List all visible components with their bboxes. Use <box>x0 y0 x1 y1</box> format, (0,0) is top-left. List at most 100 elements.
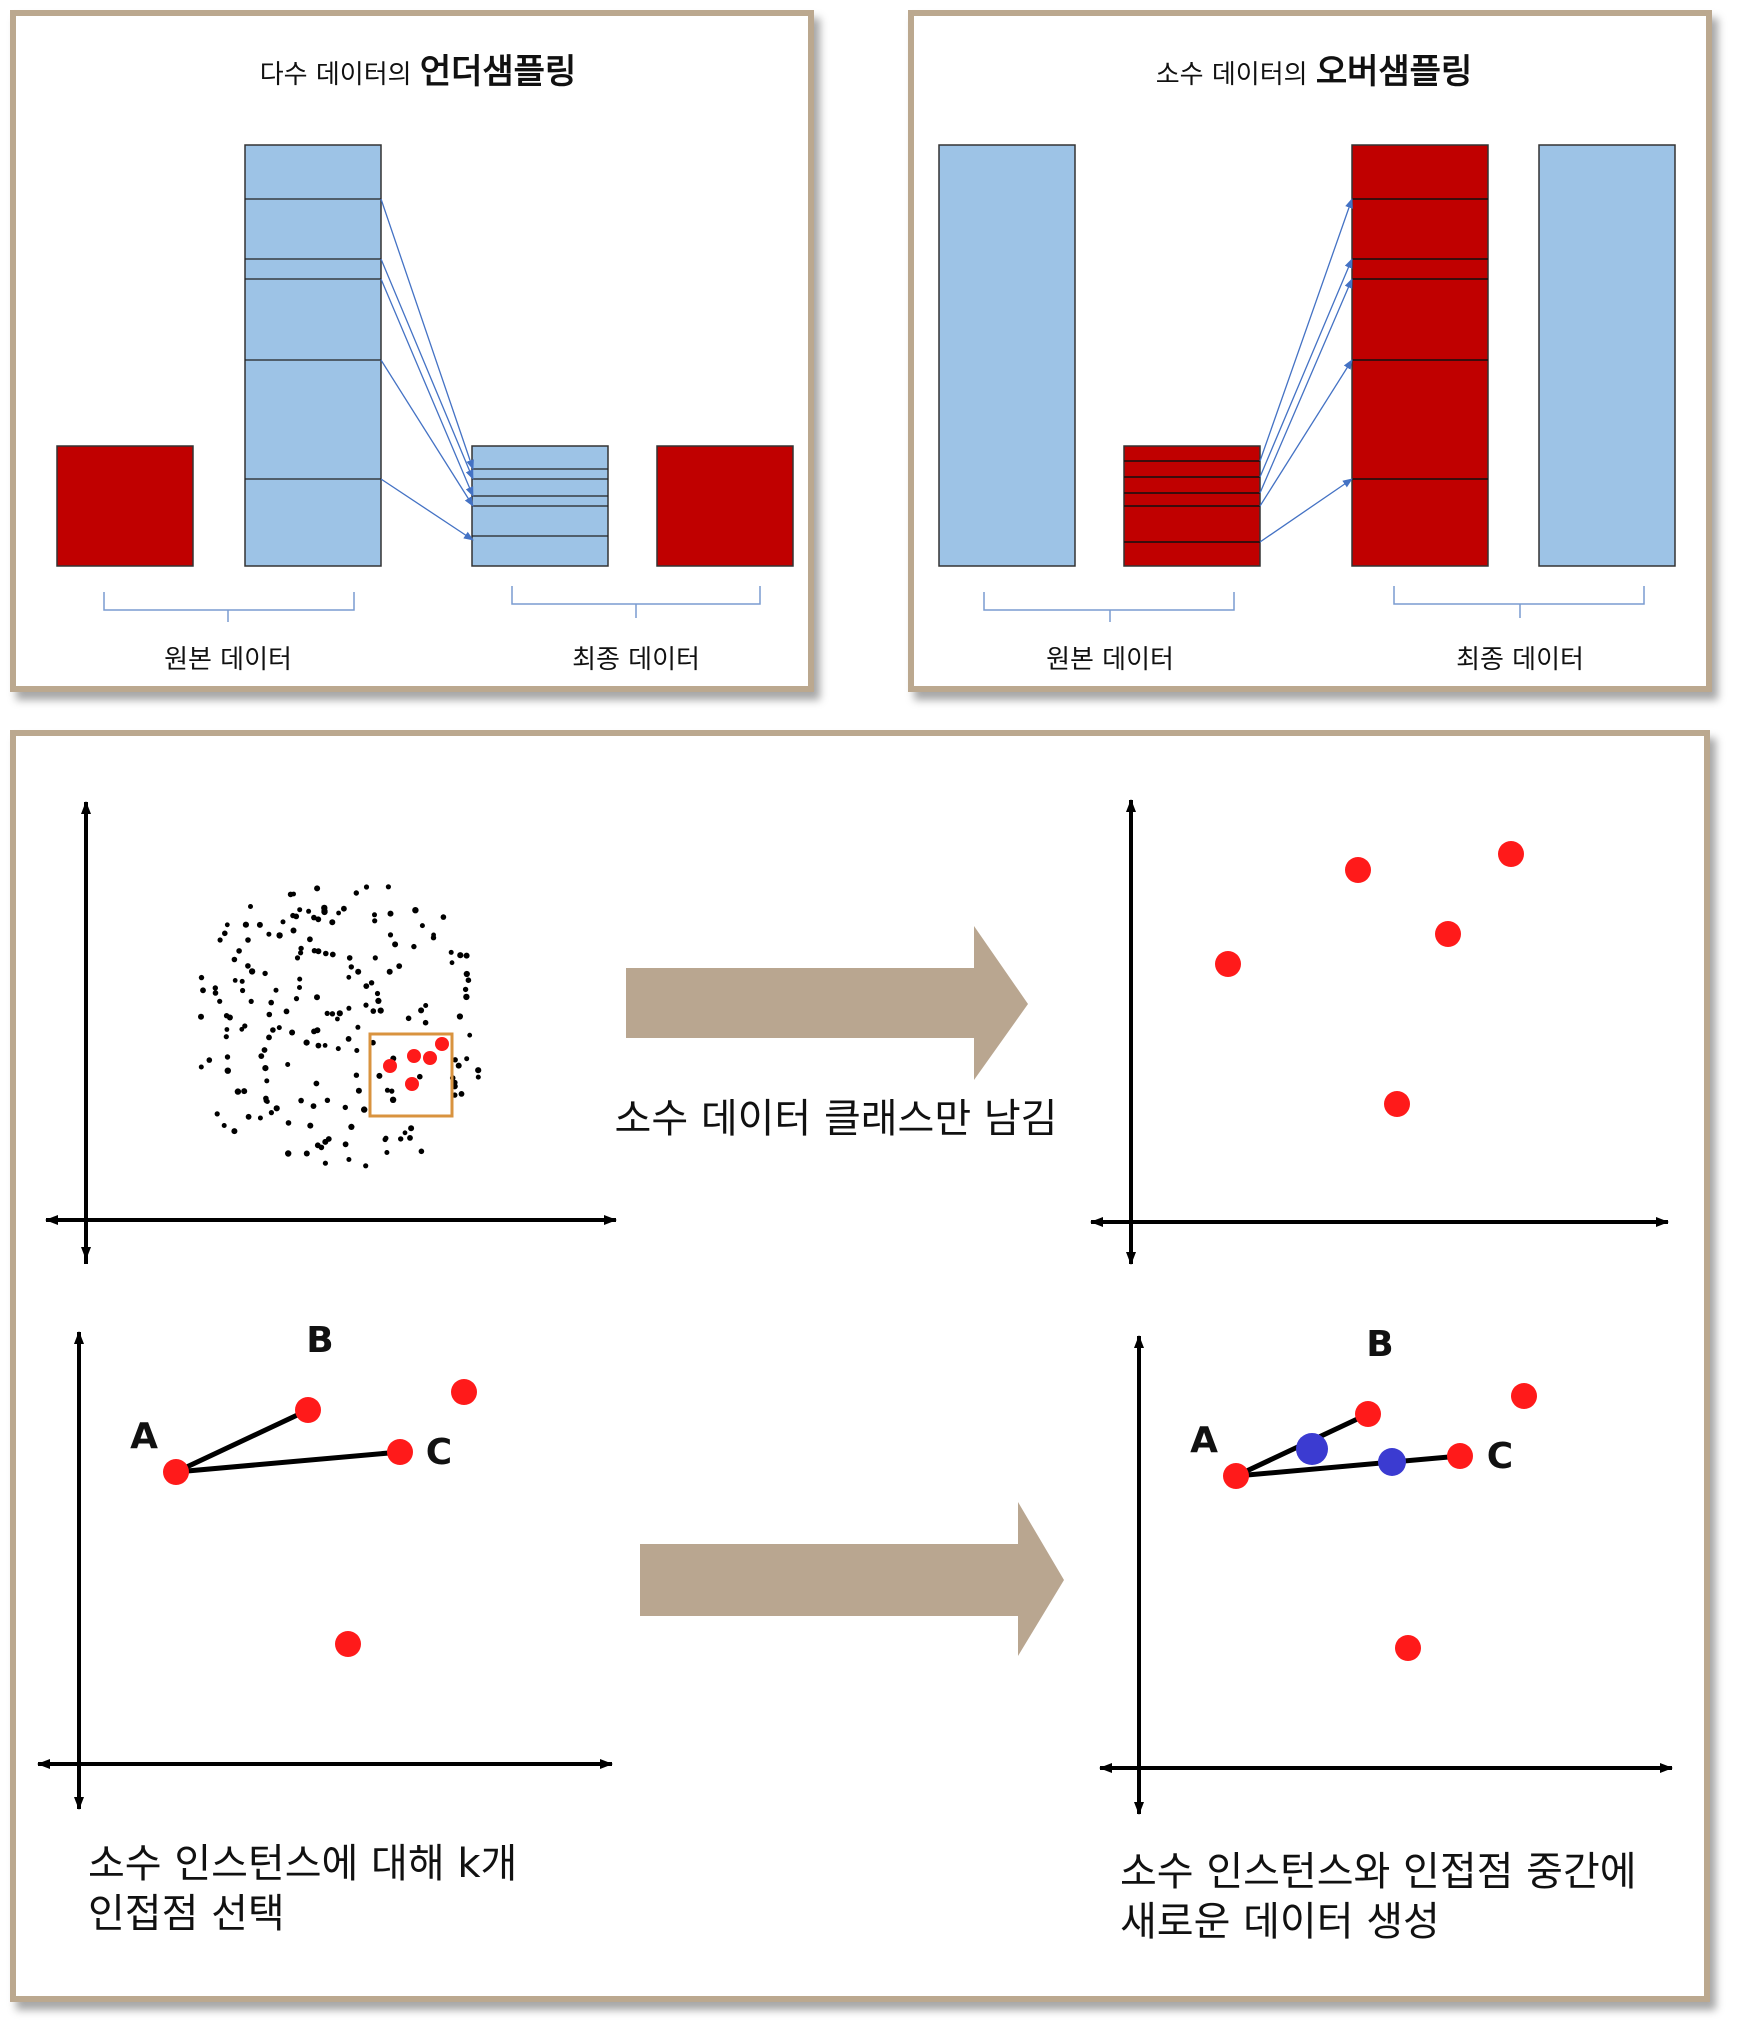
majority-point <box>335 1046 341 1052</box>
majority-point <box>294 955 301 961</box>
majority-point <box>313 1080 320 1087</box>
majority-point <box>408 1125 415 1132</box>
bracket-original <box>103 592 355 622</box>
majority-point <box>212 990 219 996</box>
majority-point <box>354 1048 360 1053</box>
majority-point <box>297 907 303 913</box>
majority-point <box>348 1123 355 1130</box>
majority-point <box>385 884 391 890</box>
minority-points-in-box <box>383 1037 449 1091</box>
majority-point <box>198 974 205 981</box>
majority-point <box>314 994 320 1001</box>
final-majority-bar <box>1538 144 1676 567</box>
majority-point <box>231 956 238 963</box>
majority-point <box>217 998 223 1004</box>
majority-point <box>346 955 353 961</box>
majority-point <box>375 997 382 1004</box>
majority-point <box>298 945 304 952</box>
majority-point <box>355 1024 361 1030</box>
majority-point <box>323 950 329 957</box>
majority-point <box>457 952 464 959</box>
label-original-data: 원본 데이터 <box>1046 645 1174 675</box>
majority-point <box>307 936 313 943</box>
majority-point <box>266 1011 273 1018</box>
majority-point <box>411 943 417 950</box>
majority-point <box>236 948 242 954</box>
majority-point <box>287 891 294 898</box>
undersampling-title: 다수 데이터의 언더샘플링 <box>260 52 576 92</box>
majority-point <box>463 993 470 1001</box>
point-label-a: A <box>130 1416 158 1457</box>
majority-point <box>412 907 419 914</box>
label-final-data: 최종 데이터 <box>1456 645 1584 675</box>
step-arrow-1 <box>626 926 1028 1080</box>
label-original-data: 원본 데이터 <box>164 645 292 675</box>
majority-point <box>285 1062 291 1067</box>
majority-point <box>263 1095 269 1102</box>
majority-point <box>342 1104 348 1111</box>
step-arrow-2 <box>640 1502 1064 1656</box>
majority-point <box>242 1023 248 1029</box>
majority-point <box>384 1150 390 1155</box>
majority-point <box>239 1026 245 1032</box>
majority-point <box>430 935 437 941</box>
plot-select-neighbors: A B C <box>37 1320 613 1810</box>
majority-point <box>224 1027 230 1032</box>
majority-point <box>389 1088 395 1094</box>
step1-caption: 소수 데이터 클래스만 남김 <box>615 1096 1058 1142</box>
majority-point <box>363 1163 369 1169</box>
majority-point <box>303 1150 310 1157</box>
majority-point <box>398 1136 404 1142</box>
majority-point <box>361 1106 368 1113</box>
original-minority-sample-lines <box>1124 460 1260 543</box>
majority-point <box>240 987 246 994</box>
majority-point <box>465 977 472 983</box>
majority-point <box>268 999 274 1006</box>
majority-point <box>346 974 352 980</box>
majority-point <box>248 904 253 909</box>
majority-point <box>475 1067 482 1074</box>
majority-point <box>248 998 254 1004</box>
synthetic-points <box>1296 1433 1406 1476</box>
majority-point <box>329 951 336 958</box>
step3-caption: 소수 인스턴스와 인접점 중간에 새로운 데이터 생성 <box>1120 1849 1637 1945</box>
majority-point <box>407 1135 413 1141</box>
majority-point <box>418 1007 425 1014</box>
majority-point <box>452 1057 458 1063</box>
majority-point <box>224 922 230 928</box>
majority-point <box>315 948 322 955</box>
majority-point <box>245 963 251 969</box>
original-minority-bar <box>56 445 194 567</box>
majority-point <box>387 932 394 938</box>
majority-point <box>315 916 322 923</box>
majority-point <box>387 910 394 917</box>
point-label-a: A <box>1190 1420 1218 1461</box>
original-majority-sample-lines <box>245 198 381 480</box>
majority-point <box>212 985 218 991</box>
majority-point <box>322 1043 328 1048</box>
majority-point <box>463 970 470 978</box>
majority-point <box>293 913 300 920</box>
majority-point <box>298 950 304 956</box>
majority-point <box>374 990 381 997</box>
majority-point <box>318 1144 325 1151</box>
final-minority-sample-lines <box>1352 198 1488 480</box>
majority-point <box>311 914 317 921</box>
undersampling-diagram: 다수 데이터의 언더샘플링 <box>56 52 794 675</box>
majority-point <box>256 921 263 928</box>
point-label-c: C <box>426 1432 452 1473</box>
majority-point <box>234 1088 242 1095</box>
original-majority-bar <box>938 144 1076 567</box>
bracket-original <box>983 592 1235 622</box>
oversampling-arrows <box>1259 198 1353 543</box>
majority-point <box>346 1005 352 1011</box>
majority-point <box>214 1111 220 1117</box>
majority-point <box>224 1054 231 1060</box>
bracket-final <box>1393 586 1645 618</box>
majority-point <box>455 1062 462 1069</box>
majority-point <box>200 987 206 994</box>
majority-point <box>348 964 354 970</box>
plot-synthetic-points: A B C <box>1099 1324 1673 1815</box>
majority-point <box>396 963 403 969</box>
majority-point <box>329 919 336 926</box>
